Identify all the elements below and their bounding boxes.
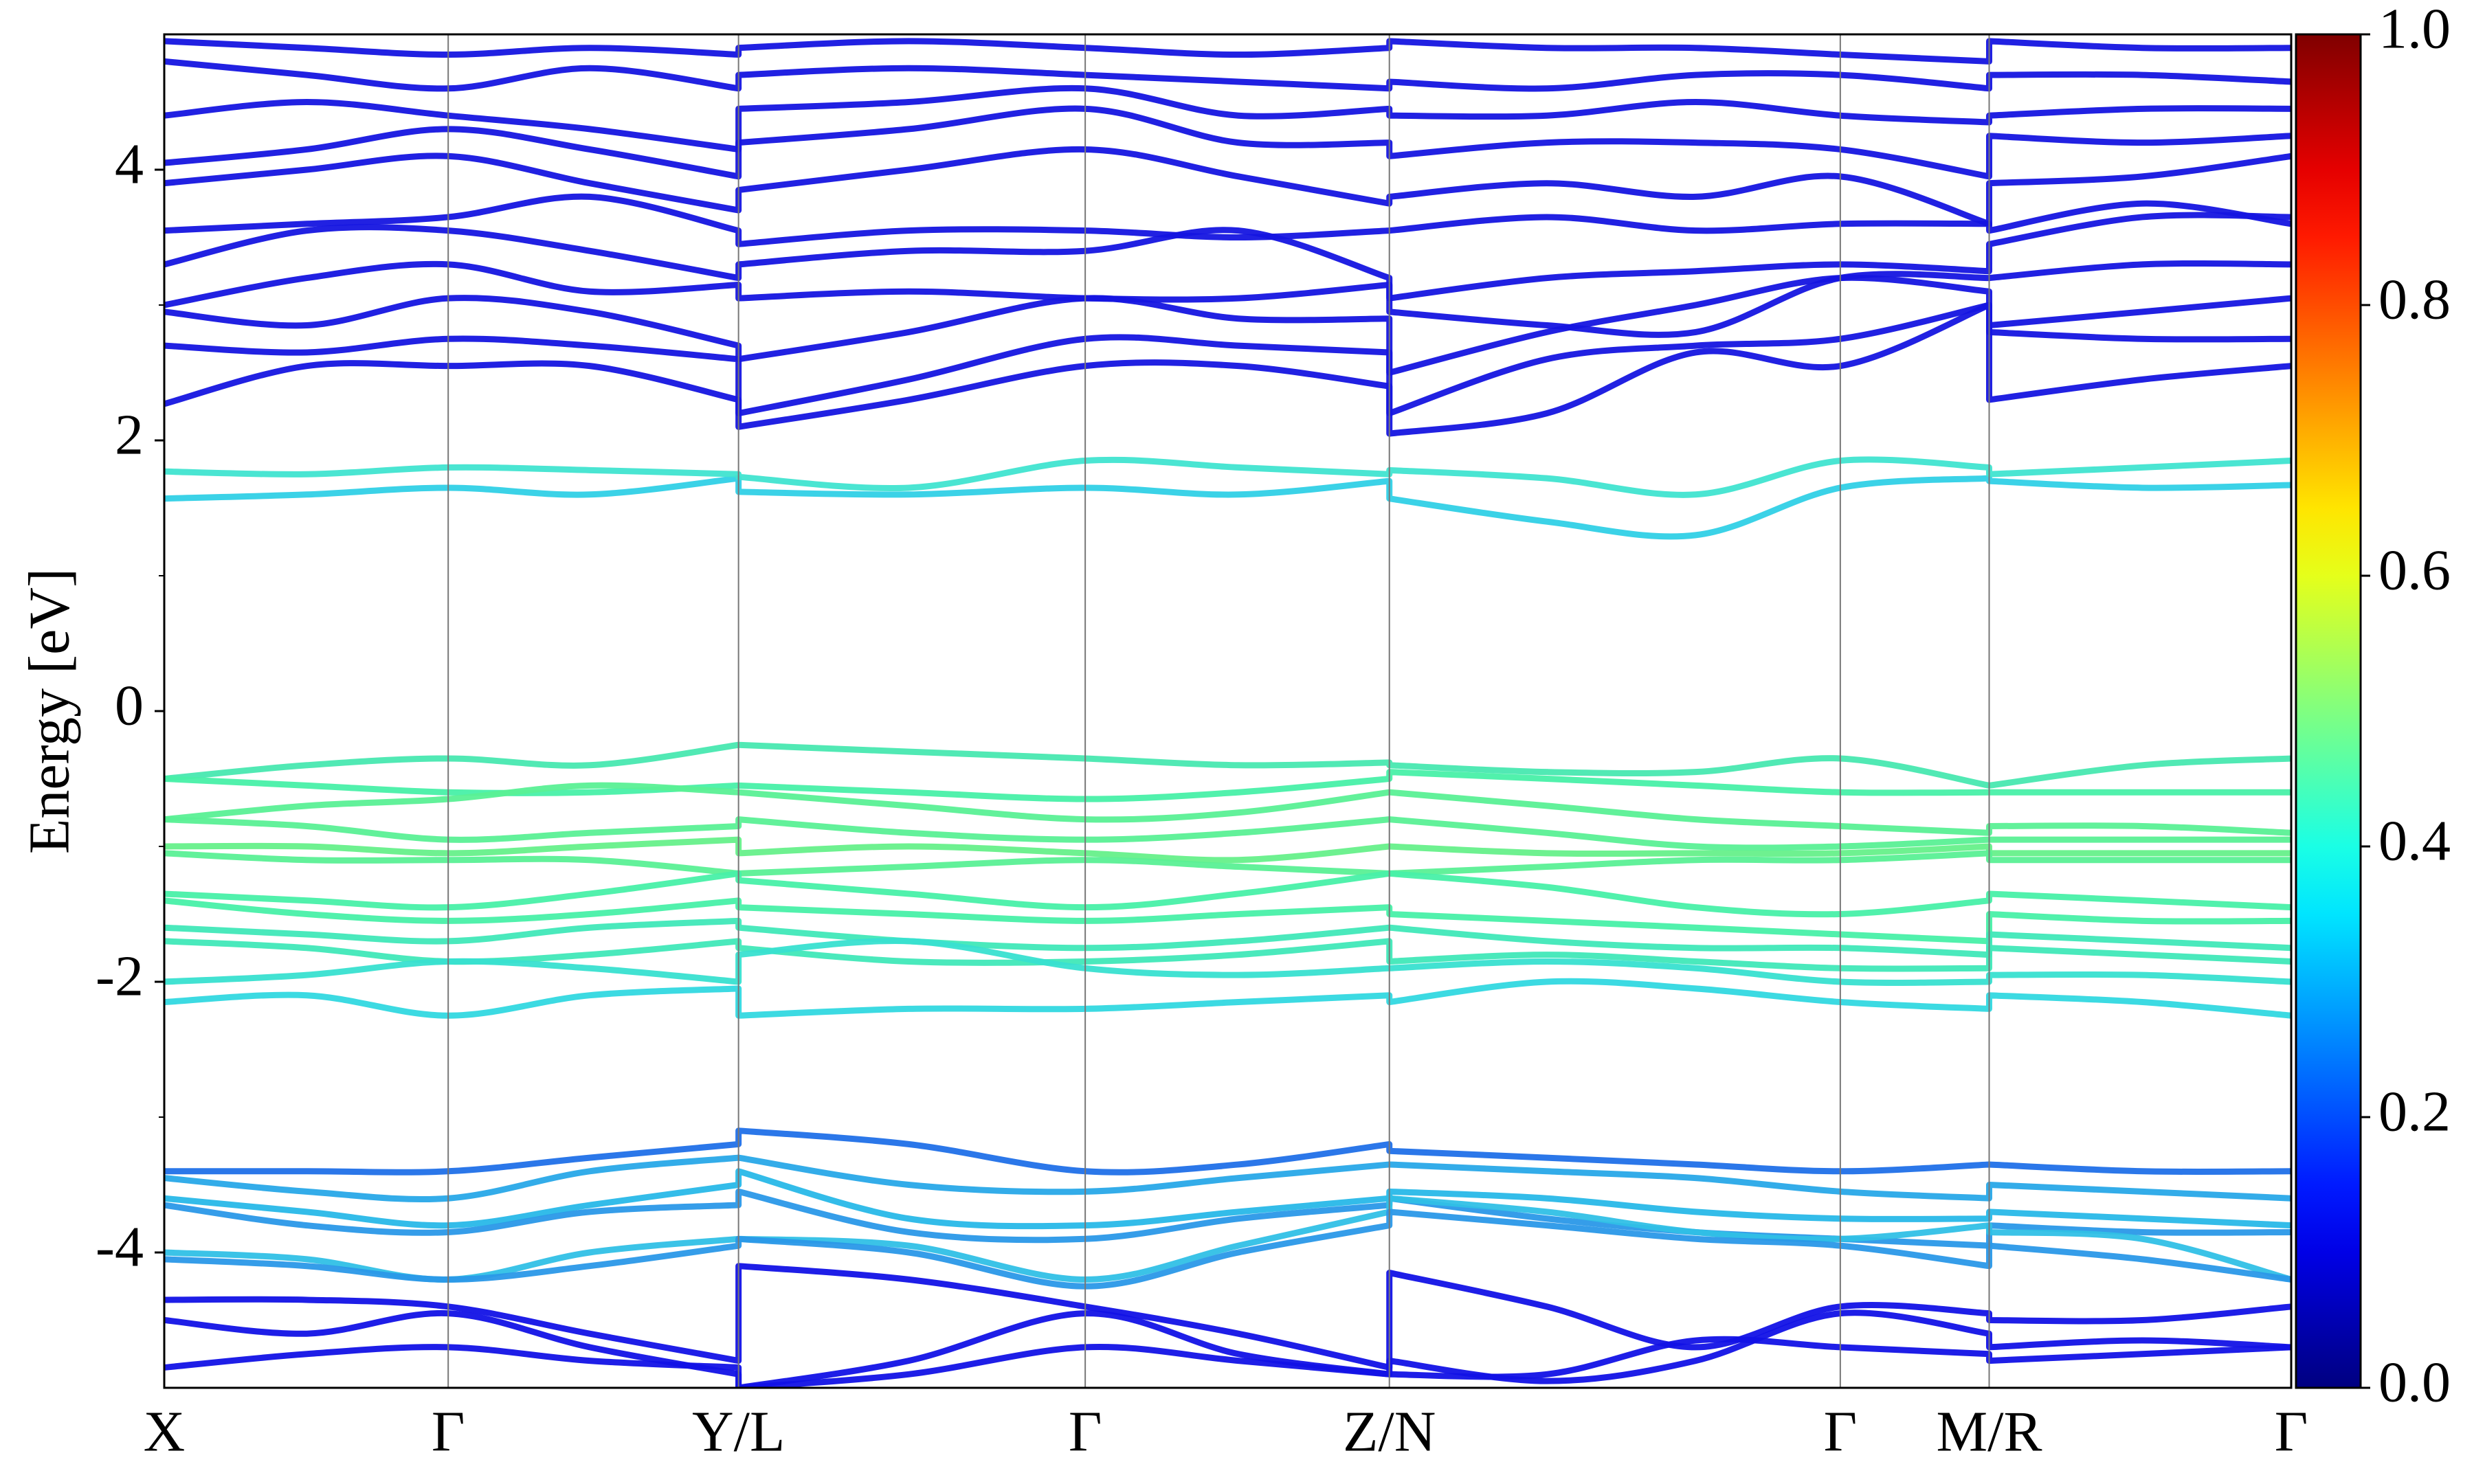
x-tick-label: Y/L <box>692 1399 785 1463</box>
band-line <box>164 1208 2291 1290</box>
band-line <box>164 978 2291 1019</box>
colorbar-tick-label: 0.0 <box>2378 1350 2451 1414</box>
band-line <box>164 85 2291 153</box>
colorbar-tick-label: 0.2 <box>2378 1079 2451 1143</box>
colorbar-tick-label: 1.0 <box>2378 0 2451 60</box>
band-line <box>164 782 2291 836</box>
band-line <box>164 302 2291 437</box>
x-tick-label: Z/N <box>1343 1399 1436 1463</box>
band-line <box>164 1263 2291 1371</box>
x-tick-label: Γ <box>1824 1399 1858 1463</box>
band-line <box>164 274 2291 376</box>
y-tick-label: 0 <box>115 673 144 737</box>
bands <box>164 38 2291 1388</box>
y-tick-label: 2 <box>115 403 144 466</box>
colorbar-tick-label: 0.8 <box>2378 267 2451 331</box>
band-line <box>164 1127 2291 1176</box>
band-line <box>164 456 2291 498</box>
band-line <box>164 58 2291 92</box>
band-line <box>164 1195 2291 1283</box>
band-line <box>164 938 2291 986</box>
band-line <box>164 475 2291 540</box>
colorbar-tick-label: 0.6 <box>2378 538 2451 602</box>
band-line <box>164 1188 2291 1249</box>
band-line <box>164 850 2291 877</box>
band-line <box>164 146 2291 227</box>
band-line <box>164 302 2291 417</box>
band-line <box>164 1309 2291 1388</box>
x-tick-label: M/R <box>1936 1399 2042 1463</box>
band-line <box>164 38 2291 65</box>
band-line <box>164 816 2291 851</box>
y-tick-label: 4 <box>115 132 144 196</box>
band-line <box>164 741 2291 789</box>
band-line <box>164 212 2291 302</box>
y-tick-label: -4 <box>96 1215 144 1279</box>
y-tick-label: -2 <box>96 944 144 1008</box>
x-tick-label: X <box>144 1399 186 1463</box>
band-line <box>164 260 2291 338</box>
band-line <box>164 105 2291 180</box>
band-line <box>164 1154 2291 1203</box>
x-tick-label: Γ <box>1069 1399 1102 1463</box>
x-tick-label: Γ <box>432 1399 465 1463</box>
band-line <box>164 897 2291 945</box>
band-line <box>164 870 2291 918</box>
band-line <box>164 917 2291 958</box>
colorbar-tick-label: 0.4 <box>2378 809 2451 873</box>
band-line <box>164 1168 2291 1230</box>
x-tick-label: Γ <box>2275 1399 2308 1463</box>
band-line <box>164 193 2291 247</box>
y-axis-label: Energy [eV] <box>17 568 81 854</box>
band-line <box>164 1336 2291 1388</box>
band-line <box>164 836 2291 864</box>
colorbar <box>2295 33 2362 1389</box>
